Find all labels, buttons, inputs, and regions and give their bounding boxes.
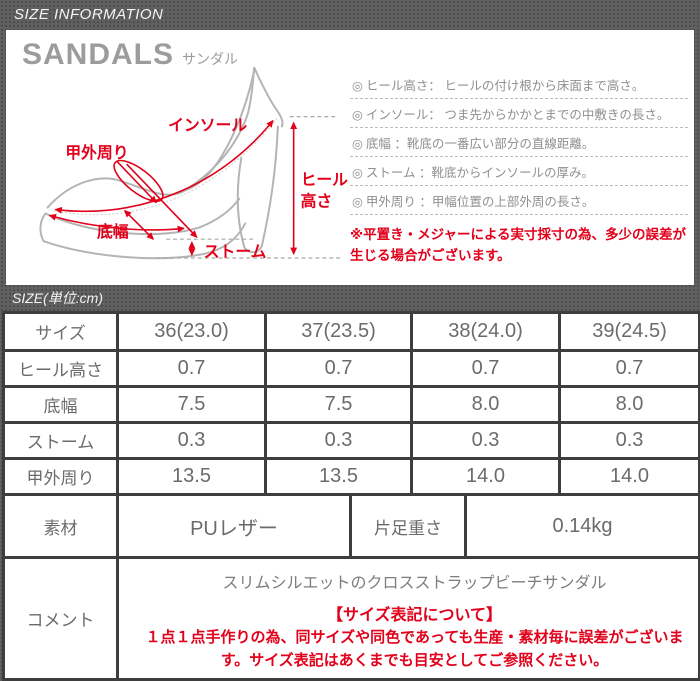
definition-text: 甲外周り ：甲幅位置の上部外周の長さ。 [365,195,595,209]
size-unit-bar: SIZE(単位:cm) [0,285,700,311]
comment-notice-title: 【サイズ表記について】 [326,607,503,624]
size-37: 37(23.5) [264,311,413,352]
measurement-definitions-list: ◎ ヒール高さ： ヒールの付け根から床面まで高さ。 ◎ インソール： つま先からかか… [350,70,688,267]
comment-content: スリムシルエットのクロスストラップビーチサンダル 【サイズ表記について】 １点１… [116,556,700,681]
cell-value: 0.3 [264,421,413,460]
label-insole: インソール [168,117,247,134]
definition-text: 底幅 ：靴底の一番広い部分の直線距離。 [365,137,595,151]
comment-label: コメント [2,556,119,681]
table-row-material: 素材 PUレザー 片足重さ 0.14kg [2,493,700,559]
material-label: 素材 [2,493,119,559]
table-row-storm: ストーム 0.3 0.3 0.3 0.3 [2,421,700,460]
definition-item: ◎ ストーム ：靴底からインソールの厚み。 [350,157,688,186]
definition-text: インソール： つま先からかかとまでの中敷きの長さ。 [365,108,670,122]
double-circle-icon: ◎ [352,79,363,93]
cell-value: 0.7 [264,349,413,388]
measurement-labels: インソール 甲外周り 底幅 ストーム ヒール 高さ [65,117,348,261]
product-heading-jp: サンダル [182,51,239,67]
col-header-size: サイズ [2,311,119,352]
double-circle-icon: ◎ [352,108,363,122]
definition-item: ◎ 底幅 ：靴底の一番広い部分の直線距離。 [350,128,688,157]
diagram-panel: SANDALS サンダル [6,30,694,285]
double-circle-icon: ◎ [352,195,363,209]
cell-value: 13.5 [116,457,267,496]
definition-item: ◎ 甲外周り ：甲幅位置の上部外周の長さ。 [350,186,688,215]
size-information-header-bar: SIZE INFORMATION [0,0,700,30]
cell-value: 14.0 [558,457,700,496]
definition-item: ◎ ヒール高さ： ヒールの付け根から床面まで高さ。 [350,70,688,99]
size-table-wrap: サイズ 36(23.0) 37(23.5) 38(24.0) 39(24.5) … [2,311,700,681]
double-circle-icon: ◎ [352,166,363,180]
cell-value: 7.5 [116,385,267,424]
size-unit-label: SIZE(単位:cm) [12,290,103,306]
cell-value: 8.0 [410,385,561,424]
comment-line1: スリムシルエットのクロスストラップビーチサンダル [222,575,607,592]
guide-lines [156,116,343,259]
row-label: 底幅 [2,385,119,424]
size-table: サイズ 36(23.0) 37(23.5) 38(24.0) 39(24.5) … [2,311,700,681]
definition-text: ストーム ：靴底からインソールの厚み。 [365,166,595,180]
label-heel-1: ヒール [301,172,349,189]
label-girth: 甲外周り [65,143,128,162]
cell-value: 0.3 [116,421,267,460]
measurement-disclaimer: ※平置き・メジャーによる実寸採寸の為、多少の誤差が生じる場合がございます。 [350,227,687,263]
size-38: 38(24.0) [410,311,561,352]
product-heading-en: SANDALS [22,38,175,71]
material-value: PUレザー [116,493,352,559]
shoe-measurement-diagram: インソール 甲外周り 底幅 ストーム ヒール 高さ [39,66,348,261]
cell-value: 8.0 [558,385,700,424]
comment-notice-body: １点１点手作りの為、同サイズや同色であっても生産・素材毎に誤差がございます。サイ… [145,629,684,669]
row-label: ヒール高さ [2,349,119,388]
label-heel-2: 高さ [301,192,333,211]
label-storm: ストーム [204,244,267,261]
table-row-heel-height: ヒール高さ 0.7 0.7 0.7 0.7 [2,349,700,388]
double-circle-icon: ◎ [352,137,363,151]
cell-value: 0.3 [410,421,561,460]
table-row-comment: コメント スリムシルエットのクロスストラップビーチサンダル 【サイズ表記について… [2,556,700,681]
weight-value: 0.14kg [464,493,700,559]
size-39: 39(24.5) [558,311,700,352]
row-label: ストーム [2,421,119,460]
product-heading: SANDALS サンダル [22,38,238,72]
cell-value: 14.0 [410,457,561,496]
cell-value: 0.7 [116,349,267,388]
cell-value: 13.5 [264,457,413,496]
label-sole-width: 底幅 [97,222,129,241]
definition-item: ◎ インソール： つま先からかかとまでの中敷きの長さ。 [350,99,688,128]
cell-value: 0.7 [558,349,700,388]
table-row-girth: 甲外周り 13.5 13.5 14.0 14.0 [2,457,700,496]
weight-label: 片足重さ [349,493,467,559]
size-36: 36(23.0) [116,311,267,352]
cell-value: 7.5 [264,385,413,424]
measurement-arrows [48,119,298,257]
cell-value: 0.7 [410,349,561,388]
table-row-sole-width: 底幅 7.5 7.5 8.0 8.0 [2,385,700,424]
page-title: SIZE INFORMATION [14,6,164,23]
table-row-sizes: サイズ 36(23.0) 37(23.5) 38(24.0) 39(24.5) [2,311,700,352]
cell-value: 0.3 [558,421,700,460]
definition-text: ヒール高さ： ヒールの付け根から床面まで高さ。 [365,79,645,93]
row-label: 甲外周り [2,457,119,496]
